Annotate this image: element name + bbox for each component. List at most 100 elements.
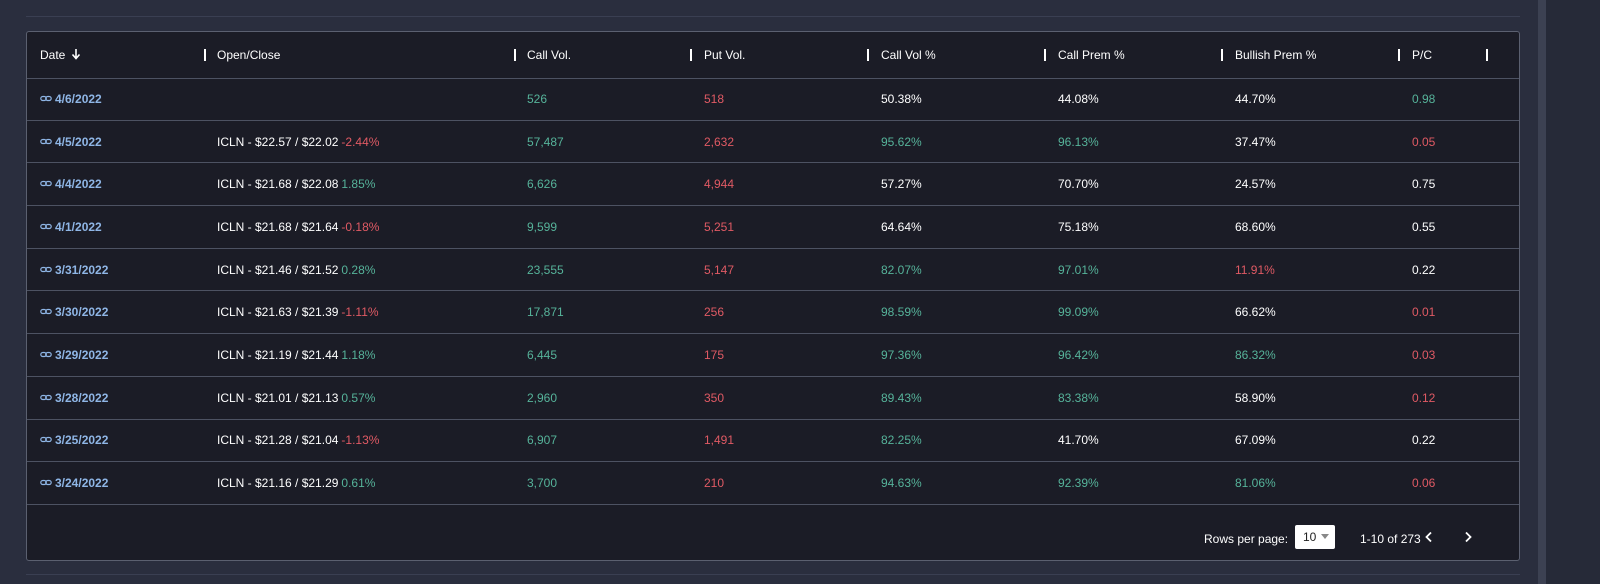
- pc-ratio-cell: 0.98: [1412, 91, 1436, 106]
- call-prem-pct-cell: 96.42%: [1058, 348, 1099, 363]
- date-cell[interactable]: 3/30/2022: [40, 292, 108, 334]
- table-row[interactable]: 4/5/2022 ICLN - $22.57 / $22.02 -2.44% 57,4…: [27, 121, 1519, 164]
- call-vol-cell: 23,555: [527, 262, 564, 277]
- link-icon[interactable]: [40, 348, 52, 358]
- call-prem-pct-cell: 70.70%: [1058, 177, 1099, 192]
- table-row[interactable]: 4/4/2022 ICLN - $21.68 / $22.08 1.85% 6,626…: [27, 163, 1519, 207]
- page-scrollbar[interactable]: [1538, 0, 1546, 584]
- column-resize-handle[interactable]: [514, 49, 516, 61]
- date-link[interactable]: 3/28/2022: [55, 390, 109, 405]
- header-call-prem-pct[interactable]: Call Prem %: [1058, 48, 1125, 62]
- table-row[interactable]: 4/6/2022 526 518 50.38% 44.08% 44.70% 0.98: [27, 78, 1519, 121]
- date-link[interactable]: 3/29/2022: [55, 348, 109, 363]
- date-link[interactable]: 3/30/2022: [55, 305, 109, 320]
- table-row[interactable]: 3/30/2022 ICLN - $21.63 / $21.39 -1.11% 17,…: [27, 292, 1519, 335]
- bullish-prem-pct-cell: 67.09%: [1235, 433, 1276, 448]
- date-link[interactable]: 4/1/2022: [55, 219, 102, 234]
- link-icon[interactable]: [40, 391, 52, 400]
- bullish-prem-pct-cell: 44.70%: [1235, 91, 1276, 106]
- open-close-cell: ICLN - $21.16 / $21.29 0.61%: [217, 462, 375, 504]
- pc-ratio-cell: 0.22: [1412, 262, 1436, 277]
- date-cell[interactable]: 4/6/2022: [40, 78, 102, 120]
- date-cell[interactable]: 4/1/2022: [40, 206, 102, 248]
- link-icon[interactable]: [40, 135, 52, 144]
- bullish-prem-pct-cell: 68.60%: [1235, 219, 1276, 234]
- column-resize-handle[interactable]: [1044, 49, 1046, 61]
- put-vol-cell: 1,491: [704, 433, 735, 448]
- header-put-vol[interactable]: Put Vol.: [704, 48, 746, 62]
- price-change: -2.44%: [341, 134, 380, 149]
- pc-ratio-cell: 0.55: [1412, 219, 1436, 234]
- open-close-text: ICLN - $21.01 / $21.13: [217, 390, 339, 405]
- column-resize-handle[interactable]: [1221, 49, 1223, 61]
- bottom-divider: [26, 574, 1520, 575]
- column-resize-handle[interactable]: [1486, 49, 1488, 61]
- open-close-text: ICLN - $21.28 / $21.04: [217, 433, 339, 448]
- price-change: 0.61%: [341, 476, 376, 491]
- open-close-text: ICLN - $21.19 / $21.44: [217, 348, 339, 363]
- table-row[interactable]: 3/29/2022 ICLN - $21.19 / $21.44 1.18% 6,44…: [27, 334, 1519, 377]
- put-vol-cell: 5,147: [704, 262, 735, 277]
- table-row[interactable]: 3/25/2022 ICLN - $21.28 / $21.04 -1.13% 6,9…: [27, 420, 1519, 463]
- date-cell[interactable]: 4/4/2022: [40, 163, 102, 205]
- header-bullish-prem-pct[interactable]: Bullish Prem %: [1235, 48, 1317, 62]
- date-link[interactable]: 3/25/2022: [55, 433, 109, 448]
- link-icon[interactable]: [40, 177, 52, 187]
- link-icon[interactable]: [40, 220, 52, 230]
- date-link[interactable]: 4/6/2022: [55, 91, 102, 106]
- date-cell[interactable]: 3/28/2022: [40, 377, 108, 419]
- date-cell[interactable]: 3/31/2022: [40, 249, 108, 291]
- call-vol-cell: 9,599: [527, 219, 558, 234]
- bullish-prem-pct-cell: 66.62%: [1235, 305, 1276, 320]
- put-vol-cell: 256: [704, 305, 725, 320]
- column-resize-handle[interactable]: [867, 49, 869, 61]
- date-cell[interactable]: 3/25/2022: [40, 420, 108, 462]
- call-prem-pct-cell: 75.18%: [1058, 219, 1099, 234]
- date-link[interactable]: 4/5/2022: [55, 134, 102, 149]
- header-call-vol[interactable]: Call Vol.: [527, 48, 572, 62]
- link-icon[interactable]: [40, 305, 52, 315]
- column-resize-handle[interactable]: [690, 49, 692, 61]
- pc-ratio-cell: 0.75: [1412, 177, 1436, 192]
- column-resize-handle[interactable]: [1398, 49, 1400, 61]
- table-pagination: Rows per page: 10 1-10 of 273: [27, 513, 1519, 560]
- link-icon[interactable]: [40, 92, 52, 101]
- next-page-button[interactable]: [1458, 527, 1478, 547]
- table-row[interactable]: 3/28/2022 ICLN - $21.01 / $21.13 0.57% 2,96…: [27, 377, 1519, 420]
- table-row[interactable]: 4/1/2022 ICLN - $21.68 / $21.64 -0.18% 9,59…: [27, 206, 1519, 249]
- date-cell[interactable]: 3/29/2022: [40, 334, 108, 376]
- rows-per-page-select[interactable]: 10: [1295, 525, 1335, 549]
- date-link[interactable]: 4/4/2022: [55, 177, 102, 192]
- table-row[interactable]: 3/24/2022 ICLN - $21.16 / $21.29 0.61% 3,70…: [27, 462, 1519, 505]
- pc-ratio-cell: 0.22: [1412, 433, 1436, 448]
- link-icon[interactable]: [40, 263, 52, 272]
- call-prem-pct-cell: 92.39%: [1058, 476, 1099, 491]
- header-call-vol-pct[interactable]: Call Vol %: [881, 48, 936, 62]
- date-link[interactable]: 3/31/2022: [55, 262, 109, 277]
- call-prem-pct-cell: 44.08%: [1058, 91, 1099, 106]
- column-resize-handle[interactable]: [204, 49, 206, 61]
- date-cell[interactable]: 3/24/2022: [40, 462, 108, 504]
- right-panel-background: [1546, 0, 1600, 584]
- header-open-close[interactable]: Open/Close: [217, 48, 281, 62]
- date-link[interactable]: 3/24/2022: [55, 476, 109, 491]
- table-header-row: Date Open/Close Call Vol. Put Vol. Call …: [27, 32, 1519, 79]
- pc-ratio-cell: 0.03: [1412, 348, 1436, 363]
- link-icon[interactable]: [40, 476, 52, 486]
- call-vol-pct-cell: 97.36%: [881, 348, 922, 363]
- call-vol-cell: 6,907: [527, 433, 558, 448]
- call-vol-cell: 2,960: [527, 390, 558, 405]
- pagination-range: 1-10 of 273: [1360, 532, 1421, 546]
- open-close-text: ICLN - $21.16 / $21.29: [217, 476, 339, 491]
- header-date[interactable]: Date: [40, 32, 81, 78]
- previous-page-button[interactable]: [1419, 527, 1439, 547]
- call-vol-cell: 526: [527, 91, 548, 106]
- sort-descending-icon[interactable]: [71, 48, 81, 63]
- link-icon[interactable]: [40, 433, 52, 443]
- date-cell[interactable]: 4/5/2022: [40, 121, 102, 163]
- put-vol-cell: 518: [704, 91, 725, 106]
- table-row[interactable]: 3/31/2022 ICLN - $21.46 / $21.52 0.28% 23,5…: [27, 249, 1519, 292]
- call-vol-pct-cell: 98.59%: [881, 305, 922, 320]
- header-pc[interactable]: P/C: [1412, 48, 1433, 62]
- open-close-cell: ICLN - $21.46 / $21.52 0.28%: [217, 249, 375, 291]
